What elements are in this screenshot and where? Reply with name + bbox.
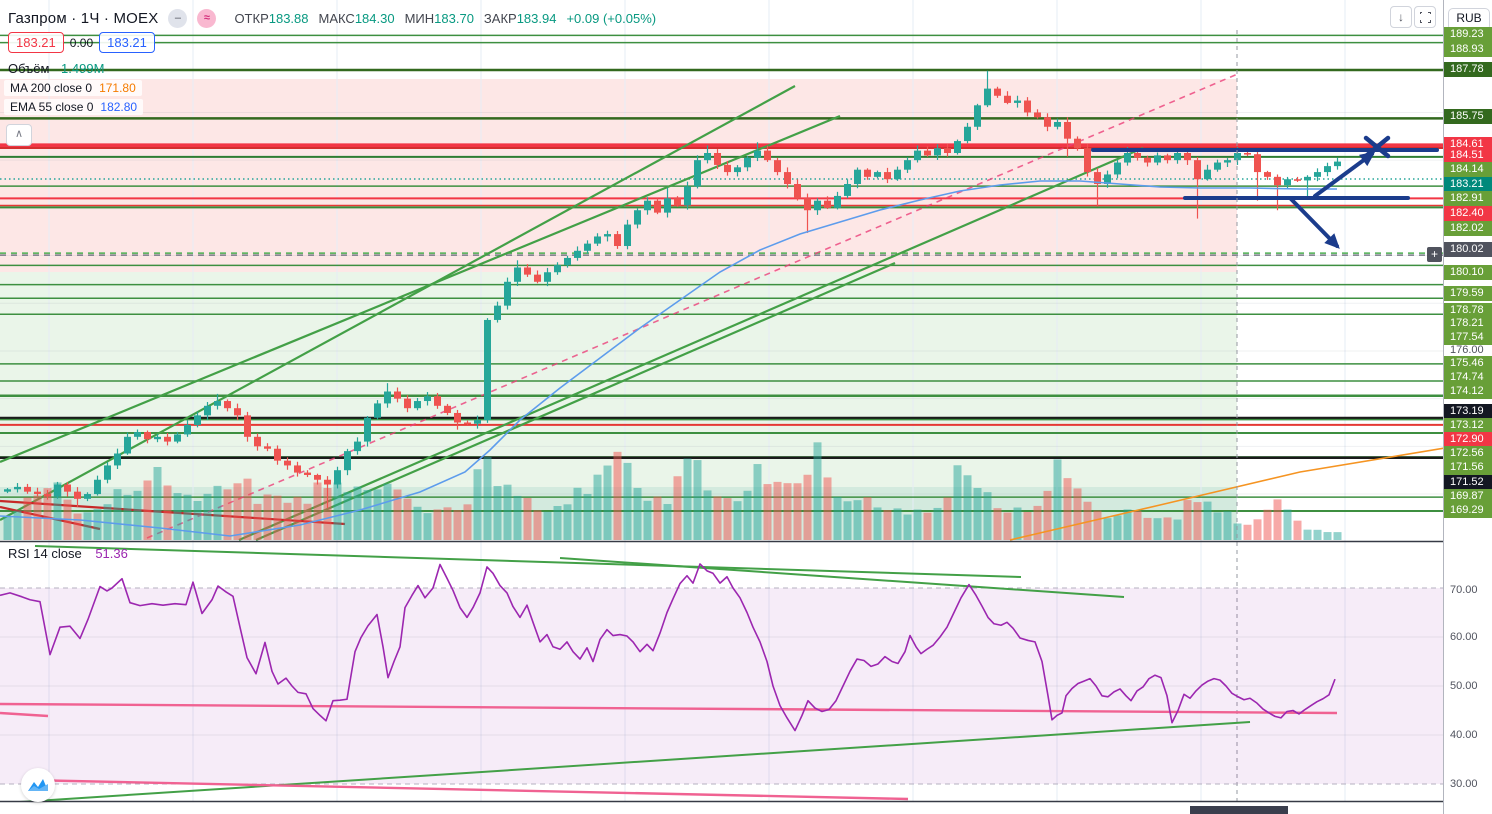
price-scale-axis[interactable]: RUB 189.23 188.93 187.78 185.75 184.61 184.51… <box>1443 0 1492 814</box>
change-value: +0.09 (+0.05%) <box>566 10 657 26</box>
indicator-legend-row[interactable]: EMA 55 close 0 182.80 <box>4 99 144 115</box>
price-scale-label: 172.56 <box>1444 446 1492 461</box>
price-scale-label: 176.00 <box>1450 344 1484 356</box>
volume-legend[interactable]: Объём 1.499M <box>8 61 104 76</box>
maximize-icon <box>1417 9 1433 25</box>
pane-buttons: ↓ <box>1390 6 1436 28</box>
approx-indicator-icon[interactable]: ≈ <box>197 8 217 28</box>
hide-indicator-icon[interactable]: – <box>168 8 188 28</box>
price-scale-label: 178.78 <box>1444 303 1492 318</box>
time-axis-selection[interactable] <box>1190 806 1288 814</box>
price-scale-label: 189.23 <box>1444 27 1492 42</box>
spread-value: 0.00 <box>69 35 94 50</box>
rsi-scale-label: 70.00 <box>1450 584 1478 596</box>
price-scale-label: 184.14 <box>1444 162 1492 177</box>
volume-value: 1.499M <box>61 61 105 76</box>
indicator-value: 171.80 <box>99 81 136 95</box>
price-scale-label: 174.74 <box>1444 370 1492 385</box>
price-scale-label: 182.40 <box>1444 206 1492 221</box>
price-scale-label: 175.46 <box>1444 356 1492 371</box>
rsi-scale-label: 60.00 <box>1450 631 1478 643</box>
price-scale-label: 173.19 <box>1444 404 1492 419</box>
rsi-value: 51.36 <box>95 546 128 561</box>
close-label: ЗАКР <box>483 10 517 26</box>
rsi-label: RSI 14 close <box>8 546 82 561</box>
price-scale-label: 180.02 <box>1444 242 1492 257</box>
chart-header: Газпром · 1Ч · MOEX – ≈ ОТКР183.88 МАКС1… <box>8 7 656 29</box>
maximize-button[interactable] <box>1414 6 1436 28</box>
close-value: 183.94 <box>516 10 557 26</box>
price-scale-label: 183.21 <box>1444 177 1492 192</box>
price-scale-label: 187.78 <box>1444 62 1492 77</box>
buy-price-button[interactable]: 183.21 <box>99 32 155 53</box>
indicator-name: EMA 55 close 0 <box>10 100 94 114</box>
volume-label: Объём <box>8 61 50 76</box>
price-scale-label: 179.59 <box>1444 286 1492 301</box>
download-button[interactable]: ↓ <box>1390 6 1412 28</box>
open-value: 183.88 <box>268 10 309 26</box>
price-scale-label: 180.10 <box>1444 265 1492 280</box>
high-value: 184.30 <box>354 10 395 26</box>
price-scale-label: 172.90 <box>1444 432 1492 447</box>
currency-button[interactable]: RUB <box>1448 8 1490 31</box>
rsi-scale-label: 40.00 <box>1450 729 1478 741</box>
symbol-title[interactable]: Газпром · 1Ч · MOEX <box>8 9 159 27</box>
indicator-legend-row[interactable]: MA 200 close 0 171.80 <box>4 80 142 96</box>
add-order-plus-button[interactable]: + <box>1427 247 1442 262</box>
rsi-legend[interactable]: RSI 14 close 51.36 <box>8 546 128 561</box>
price-scale-label: 171.56 <box>1444 460 1492 475</box>
price-scale-label: 169.87 <box>1444 489 1492 504</box>
low-value: 183.70 <box>434 10 474 26</box>
sell-price-button[interactable]: 183.21 <box>8 32 64 53</box>
rsi-scale-label: 50.00 <box>1450 680 1478 692</box>
mountain-chart-icon <box>28 779 48 791</box>
quote-row: 183.21 0.00 183.21 <box>8 32 155 53</box>
open-label: ОТКР <box>234 10 269 26</box>
indicator-logo[interactable] <box>21 768 55 802</box>
low-label: МИН <box>404 10 435 26</box>
price-scale-label: 177.54 <box>1444 330 1492 345</box>
price-scale-label: 173.12 <box>1444 418 1492 433</box>
collapse-legend-button[interactable]: ∧ <box>6 124 32 146</box>
indicator-name: MA 200 close 0 <box>10 81 93 95</box>
price-scale-label: 188.93 <box>1444 42 1492 57</box>
high-label: МАКС <box>318 10 355 26</box>
price-scale-label: 178.21 <box>1444 316 1492 331</box>
ohlc-readout: ОТКР183.88 МАКС184.30 МИН183.70 ЗАКР183.… <box>234 11 656 26</box>
rsi-scale-label: 30.00 <box>1450 778 1478 790</box>
price-scale-label: 174.12 <box>1444 384 1492 399</box>
price-scale-label: 184.51 <box>1444 148 1492 163</box>
indicator-value: 182.80 <box>100 100 138 114</box>
price-scale-label: 185.75 <box>1444 109 1492 124</box>
price-scale-label: 171.52 <box>1444 475 1492 490</box>
price-scale-label: 182.02 <box>1444 221 1492 236</box>
price-scale-label: 182.91 <box>1444 191 1492 206</box>
price-scale-label: 169.29 <box>1444 503 1492 518</box>
